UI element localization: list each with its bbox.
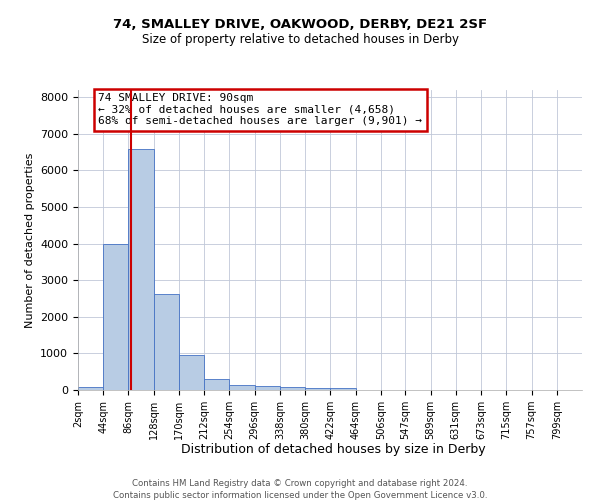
Bar xyxy=(179,354,204,390)
Bar xyxy=(103,244,128,390)
Bar xyxy=(78,388,103,390)
Text: Distribution of detached houses by size in Derby: Distribution of detached houses by size … xyxy=(181,442,485,456)
Text: Contains HM Land Registry data © Crown copyright and database right 2024.: Contains HM Land Registry data © Crown c… xyxy=(132,479,468,488)
Y-axis label: Number of detached properties: Number of detached properties xyxy=(25,152,35,328)
Text: 74, SMALLEY DRIVE, OAKWOOD, DERBY, DE21 2SF: 74, SMALLEY DRIVE, OAKWOOD, DERBY, DE21 … xyxy=(113,18,487,30)
Bar xyxy=(280,388,305,390)
Text: Size of property relative to detached houses in Derby: Size of property relative to detached ho… xyxy=(142,32,458,46)
Bar xyxy=(254,386,280,390)
Bar xyxy=(204,378,229,390)
Text: 74 SMALLEY DRIVE: 90sqm
← 32% of detached houses are smaller (4,658)
68% of semi: 74 SMALLEY DRIVE: 90sqm ← 32% of detache… xyxy=(98,93,422,126)
Bar xyxy=(305,388,331,390)
Bar xyxy=(229,385,254,390)
Bar xyxy=(331,388,356,390)
Bar xyxy=(128,148,154,390)
Bar xyxy=(154,294,179,390)
Text: Contains public sector information licensed under the Open Government Licence v3: Contains public sector information licen… xyxy=(113,491,487,500)
